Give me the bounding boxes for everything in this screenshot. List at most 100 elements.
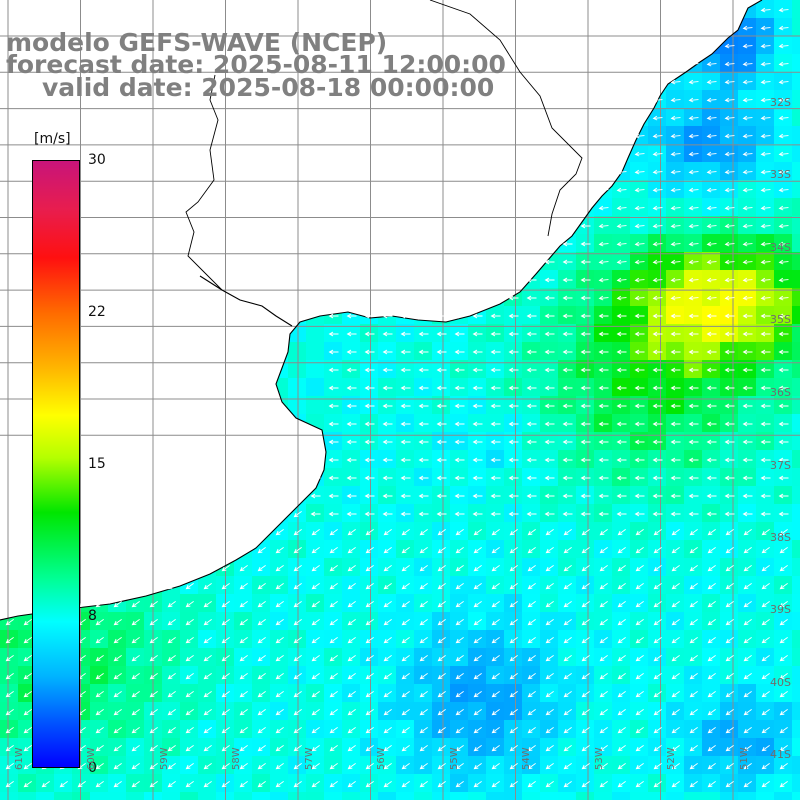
wind-arrow: [688, 421, 699, 427]
wind-cell: [486, 378, 505, 397]
wind-cell: [612, 540, 631, 559]
wind-arrow: [725, 618, 734, 626]
wind-arrow: [706, 187, 717, 193]
wind-cell: [198, 774, 217, 793]
wind-arrow: [724, 511, 735, 517]
wind-cell: [540, 720, 559, 739]
wind-arrow: [760, 349, 771, 355]
wind-arrow: [598, 385, 609, 391]
wind-arrow: [670, 223, 681, 229]
wind-cell: [270, 612, 289, 631]
wind-cell: [594, 450, 613, 469]
wind-arrow: [688, 205, 699, 211]
wind-arrow: [23, 654, 32, 662]
wind-arrow: [239, 780, 248, 788]
wind-cell: [702, 522, 721, 541]
wind-arrow: [437, 618, 446, 626]
wind-cell: [594, 288, 613, 307]
wind-cell: [468, 540, 487, 559]
wind-arrow: [544, 457, 555, 463]
wind-arrow: [778, 97, 789, 103]
wind-cell: [450, 342, 469, 361]
wind-arrow: [616, 313, 627, 319]
wind-cell: [468, 486, 487, 505]
wind-cell: [666, 342, 685, 361]
wind-cell: [648, 252, 667, 271]
wind-cell: [396, 396, 415, 415]
wind-cell: [432, 360, 451, 379]
wind-cell: [756, 396, 775, 415]
wind-cell: [558, 450, 577, 469]
wind-cell: [720, 378, 739, 397]
wind-arrow: [581, 762, 590, 770]
wind-arrow: [778, 349, 789, 355]
wind-arrow: [436, 313, 447, 319]
wind-arrow: [634, 421, 645, 427]
wind-cell: [72, 792, 91, 800]
wind-arrow: [778, 367, 789, 373]
wind-arrow: [490, 367, 501, 373]
wind-arrow: [653, 708, 662, 716]
wind-cell: [270, 774, 289, 793]
wind-arrow: [563, 600, 572, 608]
wind-cell: [684, 792, 703, 800]
wind-cell: [504, 450, 523, 469]
wind-arrow: [95, 618, 104, 626]
wind-arrow: [418, 511, 429, 517]
wind-cell: [774, 702, 793, 721]
wind-arrow: [437, 672, 446, 680]
wind-cell: [414, 324, 433, 343]
wind-cell: [648, 324, 667, 343]
wind-cell: [306, 504, 325, 523]
wind-arrow: [508, 403, 519, 409]
wind-cell: [270, 702, 289, 721]
wind-arrow: [383, 618, 392, 626]
wind-cell: [486, 306, 505, 325]
wind-cell: [774, 504, 793, 523]
wind-cell: [648, 414, 667, 433]
wind-arrow: [707, 582, 716, 590]
wind-arrow: [760, 61, 771, 67]
wind-arrow: [742, 511, 753, 517]
wind-cell: [396, 576, 415, 595]
wind-cell: [666, 486, 685, 505]
wind-arrow: [490, 403, 501, 409]
wind-cell: [342, 756, 361, 775]
wind-arrow: [761, 618, 770, 626]
wind-cell: [450, 468, 469, 487]
wind-cell: [504, 666, 523, 685]
wind-cell: [774, 720, 793, 739]
wind-cell: [666, 756, 685, 775]
wind-arrow: [688, 151, 699, 157]
wind-arrow: [436, 421, 447, 427]
wind-cell: [756, 234, 775, 253]
wind-cell: [378, 468, 397, 487]
wind-arrow: [724, 493, 735, 499]
wind-arrow: [527, 546, 536, 554]
wind-cell: [540, 468, 559, 487]
wind-cell: [18, 630, 37, 649]
wind-cell: [684, 594, 703, 613]
wind-arrow: [113, 654, 122, 662]
wind-cell: [0, 756, 19, 775]
wind-cell: [576, 504, 595, 523]
wind-cell: [594, 684, 613, 703]
wind-arrow: [167, 600, 176, 608]
wind-cell: [486, 432, 505, 451]
wind-cell: [360, 378, 379, 397]
wind-cell: [522, 774, 541, 793]
wind-cell: [666, 288, 685, 307]
wind-arrow: [491, 618, 500, 626]
wind-arrow: [59, 780, 68, 788]
wind-cell: [612, 414, 631, 433]
wind-arrow: [328, 331, 339, 337]
wind-arrow: [779, 780, 788, 788]
wind-arrow: [544, 295, 555, 301]
wind-arrow: [562, 313, 573, 319]
wind-arrow: [328, 475, 339, 481]
wind-arrow: [346, 367, 357, 373]
wind-arrow: [419, 618, 428, 626]
wind-arrow: [652, 115, 663, 121]
wind-cell: [684, 738, 703, 757]
wind-arrow: [149, 654, 158, 662]
